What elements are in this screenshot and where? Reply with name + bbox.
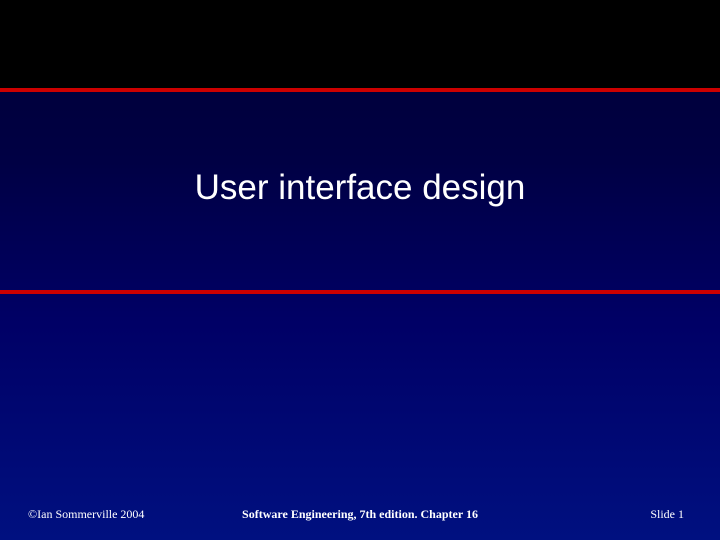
footer-slide-number: Slide 1	[650, 507, 684, 522]
footer-slide-prefix: Slide	[650, 507, 678, 521]
footer-slide-num: 1	[678, 507, 684, 521]
slide: User interface design ©Ian Sommerville 2…	[0, 0, 720, 540]
slide-title: User interface design	[0, 168, 720, 208]
divider-line-top	[0, 88, 720, 92]
top-black-band	[0, 0, 720, 88]
divider-line-bottom	[0, 290, 720, 294]
slide-footer: ©Ian Sommerville 2004 Software Engineeri…	[0, 502, 720, 522]
footer-book-reference: Software Engineering, 7th edition. Chapt…	[0, 507, 720, 522]
